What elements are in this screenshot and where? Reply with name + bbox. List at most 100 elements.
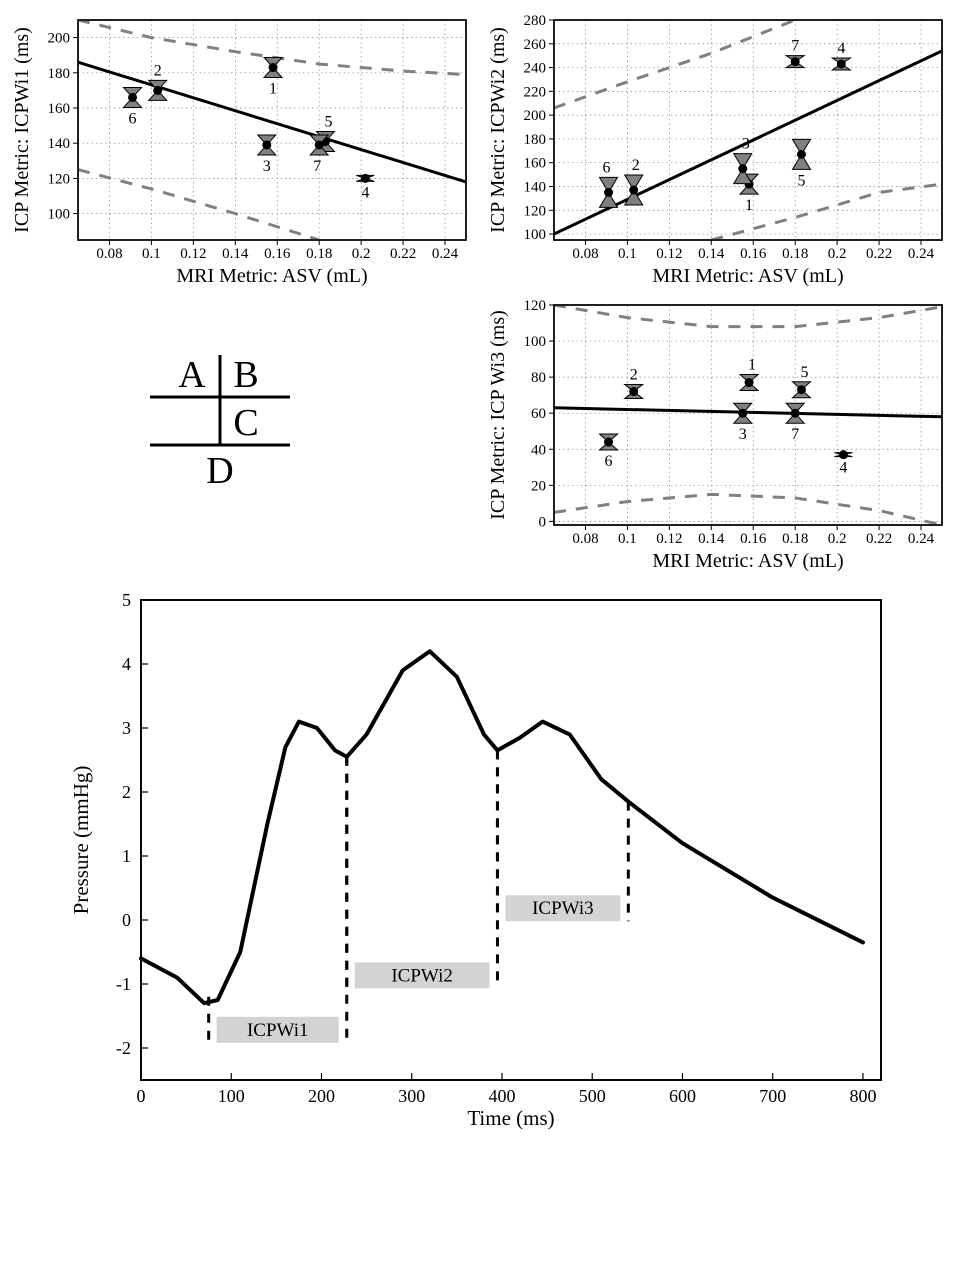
xtick-label: 0.14 bbox=[698, 531, 725, 547]
xtick-label: 0.24 bbox=[908, 246, 935, 262]
ci-lower bbox=[78, 170, 319, 240]
panel-b: 0.080.10.120.140.160.180.20.220.24100120… bbox=[486, 10, 952, 295]
ytick-label: 200 bbox=[48, 31, 71, 47]
xtick-label: 0.24 bbox=[908, 531, 935, 547]
ytick-label: 140 bbox=[48, 136, 71, 152]
xlabel: MRI Metric: ASV (mL) bbox=[652, 265, 843, 287]
panel-key-svg: ABCD bbox=[110, 335, 410, 535]
xtick-label: 800 bbox=[849, 1086, 876, 1106]
data-point bbox=[361, 174, 370, 183]
point-label: 4 bbox=[839, 460, 847, 477]
xtick-label: 0.2 bbox=[352, 246, 371, 262]
ylabel: ICP Metric: ICP Wi3 (ms) bbox=[487, 310, 509, 520]
ytick-label: 5 bbox=[122, 590, 131, 610]
row-middle: ABCD 0.080.10.120.140.160.180.20.220.240… bbox=[10, 295, 952, 585]
xtick-label: 0.18 bbox=[306, 246, 332, 262]
interval-label: ICPWi1 bbox=[247, 1020, 309, 1041]
xtick-label: 0.12 bbox=[180, 246, 206, 262]
xtick-label: 0.1 bbox=[618, 246, 637, 262]
data-point bbox=[837, 60, 846, 69]
chart-a-svg: 0.080.10.120.140.160.180.20.220.24100120… bbox=[10, 10, 476, 290]
point-label: 5 bbox=[324, 113, 332, 130]
xtick-label: 0.24 bbox=[432, 246, 459, 262]
xtick-label: 0.22 bbox=[866, 246, 892, 262]
point-label: 4 bbox=[361, 184, 369, 201]
ytick-label: 200 bbox=[524, 108, 547, 124]
chart-d-svg: 0100200300400500600700800-2-1012345ICPWi… bbox=[66, 585, 896, 1135]
point-label: 7 bbox=[791, 38, 799, 55]
xtick-label: 0.18 bbox=[782, 246, 808, 262]
ytick-label: 2 bbox=[122, 782, 131, 802]
point-label: 5 bbox=[800, 364, 808, 381]
ytick-label: 260 bbox=[524, 37, 547, 53]
ytick-label: 1 bbox=[122, 846, 131, 866]
ytick-label: 160 bbox=[48, 101, 71, 117]
interval-label: ICPWi3 bbox=[532, 898, 594, 919]
ytick-label: 100 bbox=[48, 207, 71, 223]
xtick-label: 0.22 bbox=[390, 246, 416, 262]
point-label: 1 bbox=[269, 81, 277, 98]
xtick-label: 0.08 bbox=[572, 246, 598, 262]
ytick-label: 0 bbox=[122, 910, 131, 930]
ytick-label: 180 bbox=[524, 132, 547, 148]
key-b: B bbox=[233, 354, 258, 396]
ytick-label: 140 bbox=[524, 179, 547, 195]
xlabel: MRI Metric: ASV (mL) bbox=[652, 550, 843, 572]
point-label: 6 bbox=[603, 159, 611, 176]
point-label: 6 bbox=[605, 453, 613, 470]
ytick-label: 180 bbox=[48, 66, 71, 82]
ytick-label: 240 bbox=[524, 61, 547, 77]
data-point bbox=[604, 188, 613, 197]
xtick-label: 300 bbox=[398, 1086, 425, 1106]
ytick-label: 160 bbox=[524, 156, 547, 172]
point-label: 6 bbox=[129, 110, 137, 127]
xtick-label: 700 bbox=[759, 1086, 786, 1106]
ytick-label: 60 bbox=[531, 406, 546, 422]
point-label: 2 bbox=[154, 62, 162, 79]
data-point bbox=[262, 140, 271, 149]
point-label: 3 bbox=[263, 158, 271, 175]
ytick-label: 20 bbox=[531, 478, 546, 494]
data-point bbox=[153, 86, 162, 95]
ytick-label: -1 bbox=[116, 974, 131, 994]
data-point bbox=[791, 409, 800, 418]
data-point bbox=[797, 385, 806, 394]
xtick-label: 0.12 bbox=[656, 246, 682, 262]
xtick-label: 0.16 bbox=[740, 246, 767, 262]
row-bottom: 0100200300400500600700800-2-1012345ICPWi… bbox=[10, 585, 952, 1140]
ytick-label: 4 bbox=[122, 654, 131, 674]
xtick-label: 0.08 bbox=[572, 531, 598, 547]
point-label: 5 bbox=[797, 172, 805, 189]
regression-line bbox=[554, 408, 942, 417]
xlabel: MRI Metric: ASV (mL) bbox=[176, 265, 367, 287]
chart-c-svg: 0.080.10.120.140.160.180.20.220.24020406… bbox=[486, 295, 952, 575]
ytick-label: 220 bbox=[524, 84, 547, 100]
point-label: 7 bbox=[313, 158, 321, 175]
xtick-label: 600 bbox=[669, 1086, 696, 1106]
ytick-label: 100 bbox=[524, 227, 547, 243]
xtick-label: 0.12 bbox=[656, 531, 682, 547]
point-label: 2 bbox=[630, 367, 638, 384]
xtick-label: 400 bbox=[488, 1086, 515, 1106]
ytick-label: 120 bbox=[524, 298, 547, 314]
chart-b-svg: 0.080.10.120.140.160.180.20.220.24100120… bbox=[486, 10, 952, 290]
ytick-label: -2 bbox=[116, 1038, 131, 1058]
data-point bbox=[738, 409, 747, 418]
row-top: 0.080.10.120.140.160.180.20.220.24100120… bbox=[10, 10, 952, 295]
xtick-label: 200 bbox=[308, 1086, 335, 1106]
data-point bbox=[604, 438, 613, 447]
xtick-label: 0.1 bbox=[618, 531, 637, 547]
data-point bbox=[745, 378, 754, 387]
xtick-label: 0 bbox=[137, 1086, 146, 1106]
ylabel: Pressure (mmHg) bbox=[69, 766, 93, 915]
data-point bbox=[791, 57, 800, 66]
ytick-label: 280 bbox=[524, 13, 547, 29]
data-point bbox=[629, 186, 638, 195]
point-label: 3 bbox=[739, 426, 747, 443]
xtick-label: 100 bbox=[218, 1086, 245, 1106]
data-point bbox=[839, 450, 848, 459]
panel-key-container: ABCD bbox=[10, 295, 476, 585]
key-d: D bbox=[206, 450, 233, 492]
point-label: 1 bbox=[748, 357, 756, 374]
data-point bbox=[128, 93, 137, 102]
